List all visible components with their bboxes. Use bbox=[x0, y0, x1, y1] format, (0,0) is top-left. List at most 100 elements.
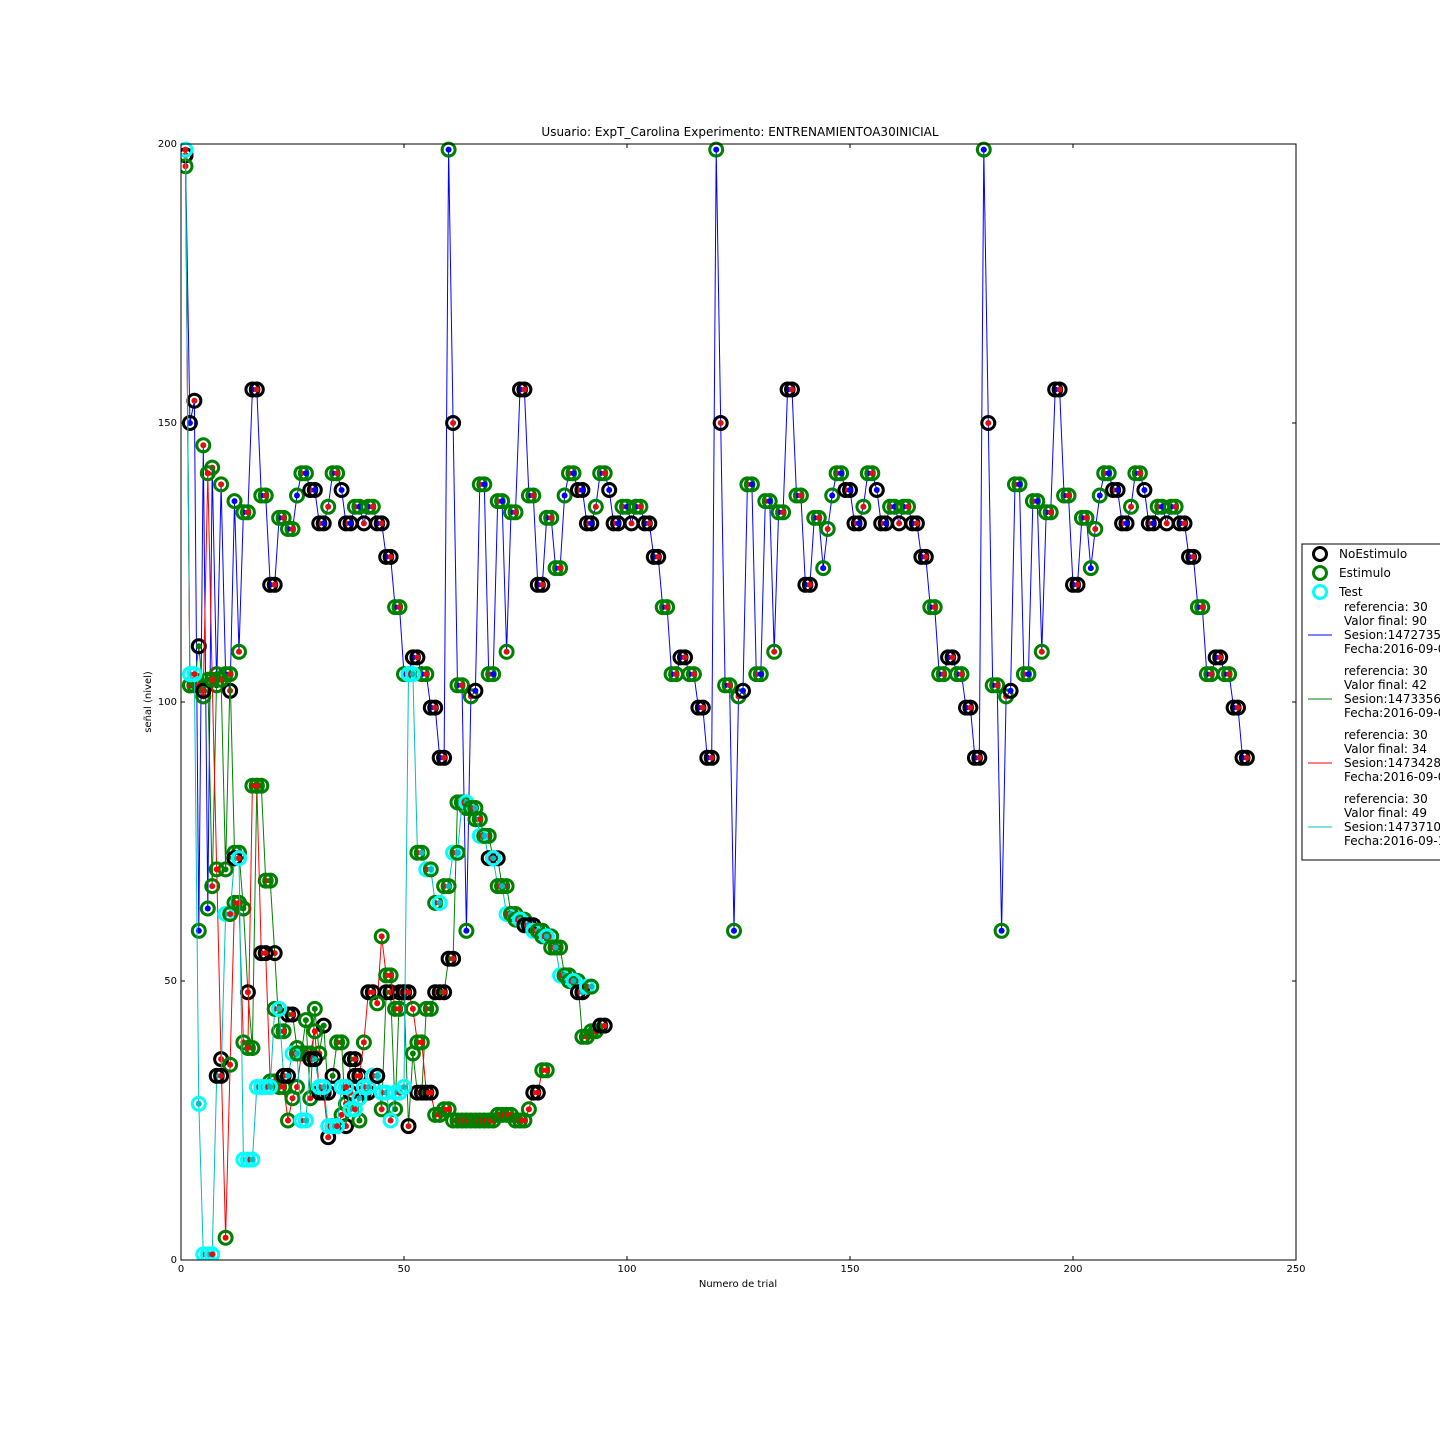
x-tick-label: 100 bbox=[617, 1264, 636, 1275]
data-point-dot bbox=[797, 492, 804, 499]
data-point-dot bbox=[356, 1072, 363, 1079]
data-point-dot bbox=[343, 1084, 349, 1090]
data-point bbox=[641, 515, 658, 532]
data-point-dot bbox=[771, 648, 778, 655]
data-point bbox=[382, 1112, 399, 1129]
data-point-dot bbox=[601, 470, 608, 477]
data-point bbox=[1060, 487, 1077, 504]
data-point bbox=[1123, 498, 1139, 515]
legend-marker bbox=[1312, 546, 1328, 562]
data-point-dot bbox=[1123, 520, 1130, 527]
data-point bbox=[766, 643, 783, 660]
series-4 bbox=[181, 141, 600, 1260]
data-point-dot bbox=[325, 1134, 332, 1141]
data-point-dot bbox=[757, 671, 764, 678]
data-point-dot bbox=[365, 1084, 372, 1090]
data-point-dot bbox=[320, 1022, 327, 1029]
data-point-dot bbox=[182, 146, 189, 153]
data-point bbox=[1033, 643, 1050, 660]
data-point bbox=[632, 498, 649, 515]
data-point bbox=[306, 482, 323, 498]
data-point-dot bbox=[186, 420, 193, 426]
data-point-dot bbox=[262, 950, 269, 957]
data-point-dot bbox=[824, 526, 831, 532]
data-point bbox=[404, 666, 421, 683]
legend-label: NoEstimulo bbox=[1339, 547, 1407, 561]
chart-title: Usuario: ExpT_Carolina Experimento: ENTR… bbox=[541, 125, 938, 139]
data-point-dot bbox=[378, 1106, 385, 1113]
data-point bbox=[1131, 465, 1148, 482]
legend-label: Estimulo bbox=[1339, 566, 1391, 580]
data-point-dot bbox=[311, 1028, 318, 1035]
data-point-dot bbox=[985, 420, 992, 426]
series-2 bbox=[181, 147, 613, 1135]
data-point bbox=[445, 950, 462, 967]
data-point bbox=[583, 978, 600, 995]
data-point-dot bbox=[195, 1100, 202, 1107]
data-point-dot bbox=[1016, 481, 1023, 488]
data-point-dot bbox=[445, 1106, 452, 1113]
data-point bbox=[231, 894, 247, 911]
data-point bbox=[726, 922, 742, 939]
data-point bbox=[1109, 482, 1126, 498]
data-point bbox=[708, 141, 725, 158]
data-point-dot bbox=[209, 1251, 216, 1258]
data-point-dot bbox=[1087, 565, 1094, 572]
data-point-dot bbox=[829, 492, 836, 499]
x-tick-label: 150 bbox=[840, 1264, 859, 1275]
data-point-dot bbox=[1199, 604, 1206, 611]
data-point-dot bbox=[329, 1072, 336, 1079]
data-point-dot bbox=[1105, 470, 1112, 477]
data-point-dot bbox=[543, 1067, 550, 1074]
data-point bbox=[436, 749, 453, 766]
data-point-dot bbox=[1038, 648, 1045, 655]
data-point-dot bbox=[820, 565, 827, 572]
data-point bbox=[792, 487, 809, 504]
data-point bbox=[231, 850, 247, 867]
data-point-dot bbox=[311, 1005, 318, 1012]
data-point-dot bbox=[905, 503, 911, 510]
data-point bbox=[520, 1101, 537, 1118]
data-point-dot bbox=[271, 581, 278, 588]
data-point bbox=[289, 487, 305, 504]
data-point bbox=[369, 995, 386, 1012]
data-point bbox=[752, 666, 769, 683]
data-point bbox=[529, 1084, 546, 1101]
data-point bbox=[1176, 515, 1193, 532]
data-point-dot bbox=[200, 442, 207, 449]
data-point bbox=[868, 482, 885, 498]
data-point-dot bbox=[351, 1106, 358, 1113]
data-point-dot bbox=[1136, 470, 1143, 477]
data-point bbox=[1011, 476, 1028, 493]
data-point bbox=[409, 649, 426, 666]
data-point-dot bbox=[253, 386, 260, 393]
data-point bbox=[543, 509, 560, 526]
data-point-dot bbox=[806, 581, 813, 588]
data-point-dot bbox=[445, 146, 452, 153]
data-point-dot bbox=[213, 866, 220, 873]
data-point-dot bbox=[356, 1117, 363, 1124]
data-point-dot bbox=[490, 671, 497, 678]
data-point bbox=[1078, 509, 1095, 526]
data-point bbox=[338, 1079, 354, 1095]
data-point bbox=[297, 1012, 314, 1029]
data-point-dot bbox=[204, 470, 211, 477]
data-point-dot bbox=[432, 704, 439, 711]
data-point-dot bbox=[244, 989, 251, 996]
data-point-dot bbox=[236, 855, 242, 862]
data-point bbox=[583, 515, 600, 532]
legend-label: Valor final: 49 bbox=[1344, 806, 1427, 820]
data-point bbox=[226, 493, 243, 510]
data-point bbox=[735, 682, 751, 699]
data-point-dot bbox=[552, 944, 559, 951]
data-point bbox=[596, 1017, 613, 1034]
data-point-dot bbox=[534, 1089, 541, 1096]
data-point-dot bbox=[998, 927, 1005, 934]
data-point bbox=[199, 465, 216, 482]
data-point-dot bbox=[1128, 503, 1134, 510]
data-point-dot bbox=[1056, 386, 1063, 393]
data-point bbox=[222, 906, 239, 922]
data-point bbox=[574, 482, 591, 498]
legend-label: Fecha:2016-09-1 bbox=[1344, 834, 1440, 848]
x-tick-label: 0 bbox=[178, 1264, 184, 1275]
